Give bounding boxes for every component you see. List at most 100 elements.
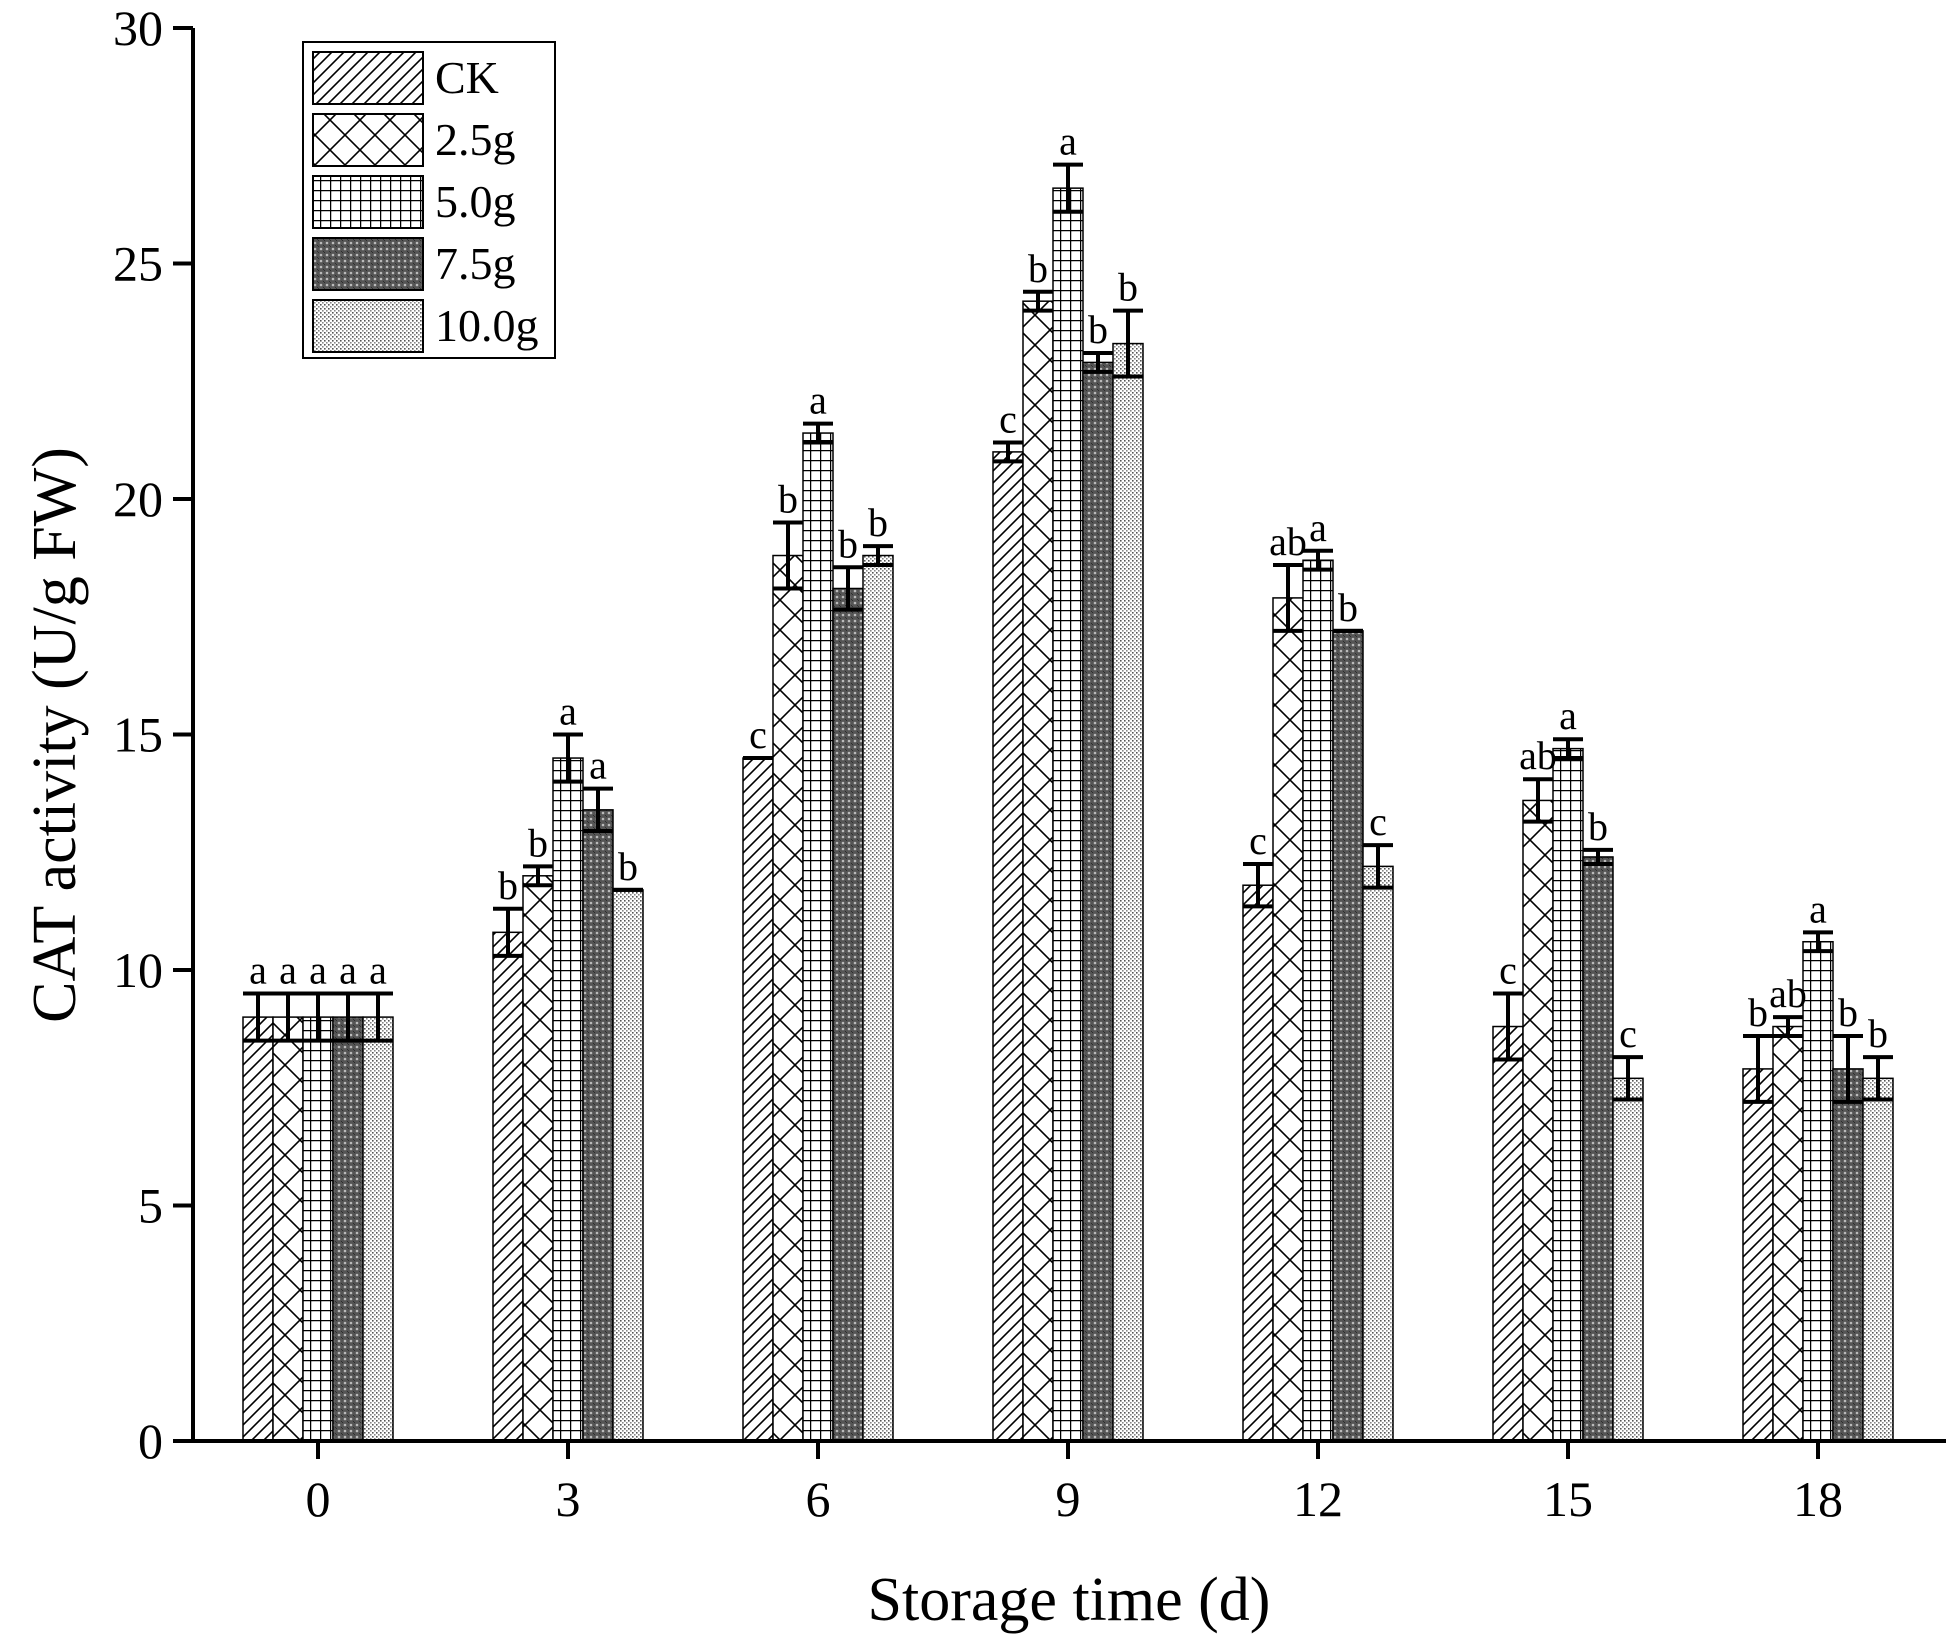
legend-swatch-CK [312,51,424,105]
y-tick-label-25: 25 [113,236,163,292]
error-bar-10.0g-day-9 [1113,308,1143,379]
x-tick-label-12: 12 [1293,1471,1343,1527]
y-axis-title: CAT activity (U/g FW) [21,447,89,1023]
error-bar-2.5g-day-0 [273,991,303,1043]
bar-10.0g-day-18 [1862,1077,1894,1442]
x-axis-title: Storage time (d) [868,1566,1271,1634]
x-tick-label-18: 18 [1793,1471,1843,1527]
bars-layer [242,187,1894,1442]
significance-letter-CK-day-0: a [249,948,267,993]
error-bar-7.5g-day-9 [1083,350,1113,374]
x-tick-label-3: 3 [556,1471,581,1527]
significance-letter-10.0g-day-15: c [1619,1011,1637,1056]
significance-letter-2.5g-day-15: ab [1519,733,1557,778]
legend-item-5.0g: 5.0g [312,175,516,229]
significance-letter-10.0g-day-0: a [369,948,387,993]
significance-letter-10.0g-day-12: c [1369,799,1387,844]
x-ticks-layer: 0 3 6 9 12 15 18 [306,1441,1843,1527]
significance-letter-2.5g-day-12: ab [1269,519,1307,564]
error-bar-7.5g-day-0 [333,991,363,1043]
bar-2.5g-day-0 [272,1016,304,1442]
bar-5.0g-day-12 [1302,559,1334,1442]
error-bar-10.0g-day-0 [363,991,393,1043]
legend-label-10.0g: 10.0g [435,300,539,351]
bar-5.0g-day-18 [1802,940,1834,1442]
error-bar-2.5g-day-6 [773,520,803,591]
significance-letter-CK-day-12: c [1249,818,1267,863]
bar-2.5g-day-6 [772,554,804,1442]
significance-letter-7.5g-day-6: b [838,521,858,566]
error-bar-CK-day-15 [1493,991,1523,1062]
bar-5.0g-day-0 [302,1016,334,1442]
significance-letter-CK-day-15: c [1499,948,1517,993]
y-tick-label-10: 10 [113,942,163,998]
significance-letter-2.5g-day-3: b [528,820,548,865]
bar-CK-day-15 [1492,1025,1524,1442]
significance-letter-7.5g-day-0: a [339,948,357,993]
error-bar-5.0g-day-0 [303,991,333,1043]
error-bar-2.5g-day-18 [1773,1015,1803,1038]
error-bar-2.5g-day-9 [1023,289,1053,313]
error-bar-5.0g-day-12 [1303,548,1333,572]
bar-CK-day-18 [1742,1068,1774,1442]
significance-letter-5.0g-day-12: a [1309,505,1327,550]
significance-letter-10.0g-day-18: b [1868,1011,1888,1056]
bar-10.0g-day-3 [612,889,644,1442]
significance-letter-7.5g-day-9: b [1088,307,1108,352]
bar-7.5g-day-18 [1832,1068,1864,1442]
bar-10.0g-day-9 [1112,342,1144,1442]
significance-letter-2.5g-day-9: b [1028,246,1048,291]
legend: CK 2.5g 5.0g 7.5g 10.0g [302,41,556,359]
significance-letter-2.5g-day-18: ab [1769,971,1807,1016]
bar-7.5g-day-9 [1082,361,1114,1442]
significance-letter-7.5g-day-3: a [589,743,607,788]
error-bar-5.0g-day-3 [553,732,583,784]
error-bar-CK-day-3 [493,906,523,958]
x-tick-label-15: 15 [1543,1471,1593,1527]
error-bar-CK-day-12 [1243,862,1273,909]
bar-5.0g-day-3 [552,757,584,1442]
y-tick-label-15: 15 [113,707,163,763]
error-bar-5.0g-day-15 [1553,737,1583,761]
legend-item-CK: CK [312,51,499,105]
error-bar-5.0g-day-9 [1053,162,1083,214]
significance-letter-7.5g-day-12: b [1338,585,1358,630]
error-bar-7.5g-day-15 [1583,847,1613,867]
bar-5.0g-day-15 [1552,747,1584,1442]
error-bar-10.0g-day-6 [863,544,893,567]
bar-CK-day-0 [242,1016,274,1442]
significance-letter-10.0g-day-3: b [618,844,638,889]
bar-CK-day-9 [992,451,1024,1442]
bar-2.5g-day-9 [1022,300,1054,1442]
significance-letter-10.0g-day-6: b [868,500,888,545]
x-tick-label-0: 0 [306,1471,331,1527]
x-tick-label-9: 9 [1056,1471,1081,1527]
bar-10.0g-day-0 [362,1016,394,1442]
bar-7.5g-day-6 [832,587,864,1442]
legend-swatch-10.0g [312,299,424,353]
error-bar-10.0g-day-15 [1613,1055,1643,1102]
error-bar-2.5g-day-3 [523,864,553,888]
error-bar-CK-day-0 [243,991,273,1043]
axes: 0 5 10 15 20 25 30 0 3 6 9 12 15 18 [113,0,1946,1527]
bar-10.0g-day-6 [862,554,894,1442]
error-bar-10.0g-day-12 [1363,843,1393,890]
significance-letter-CK-day-9: c [999,396,1017,441]
bar-7.5g-day-15 [1582,856,1614,1442]
bar-2.5g-day-15 [1522,799,1554,1442]
legend-label-7.5g: 7.5g [435,238,516,289]
significance-letter-10.0g-day-9: b [1118,265,1138,310]
error-bar-7.5g-day-18 [1833,1033,1863,1104]
error-bar-CK-day-18 [1743,1033,1773,1104]
significance-letter-2.5g-day-0: a [279,948,297,993]
legend-swatch-5.0g [312,175,424,229]
y-tick-label-20: 20 [113,471,163,527]
bar-CK-day-6 [742,757,774,1442]
bar-CK-day-12 [1242,884,1274,1442]
significance-letter-5.0g-day-0: a [309,948,327,993]
x-tick-label-6: 6 [806,1471,831,1527]
y-tick-label-30: 30 [113,0,163,56]
bar-2.5g-day-12 [1272,597,1304,1442]
